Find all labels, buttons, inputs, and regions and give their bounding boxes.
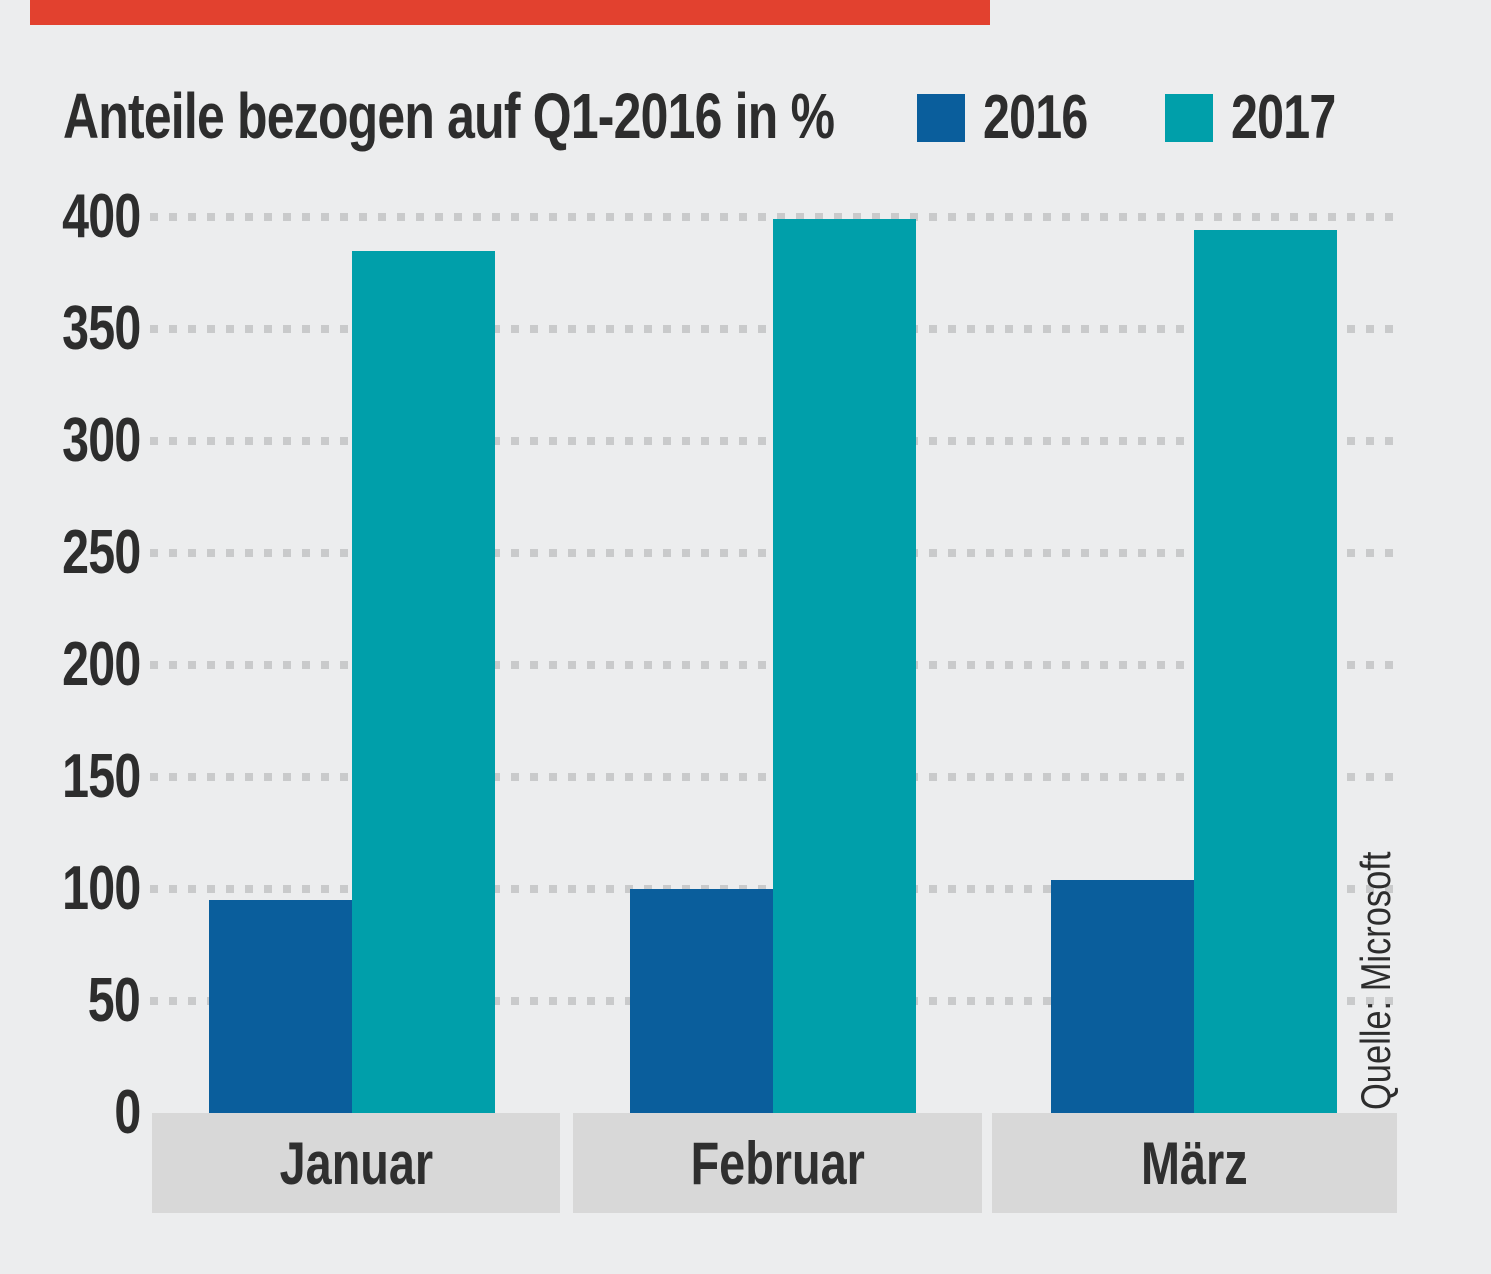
y-tick-label-250: 250 <box>61 518 141 587</box>
bar-2016-januar <box>209 900 352 1113</box>
legend-item-2016: 2016 <box>917 83 1117 152</box>
legend-label-2017: 2017 <box>1231 83 1336 152</box>
legend-label-2016: 2016 <box>983 83 1088 152</box>
gridline-400 <box>150 213 1397 221</box>
y-tick-label-150: 150 <box>61 742 141 811</box>
source-credit: Quelle: Microsoft <box>1352 851 1399 1110</box>
x-label-band-märz: März <box>992 1113 1397 1213</box>
x-label-band-januar: Januar <box>152 1113 560 1213</box>
legend-swatch-2017 <box>1165 94 1213 142</box>
legend-item-2017: 2017 <box>1165 83 1365 152</box>
chart-title-text: Anteile bezogen auf Q1-2016 in % <box>63 80 835 152</box>
y-tick-label-400: 400 <box>61 182 141 251</box>
y-tick-label-50: 50 <box>87 966 141 1035</box>
bar-2017-februar <box>773 219 916 1113</box>
x-label-februar: Februar <box>690 1129 865 1197</box>
x-label-märz: März <box>1141 1129 1248 1197</box>
x-label-band-februar: Februar <box>573 1113 982 1213</box>
bar-2016-märz <box>1051 880 1194 1113</box>
y-tick-label-200: 200 <box>61 630 141 699</box>
y-tick-label-350: 350 <box>61 294 141 363</box>
bar-2016-februar <box>630 889 773 1113</box>
legend-swatch-2016 <box>917 94 965 142</box>
y-tick-label-0: 0 <box>113 1078 141 1147</box>
chart-title: Anteile bezogen auf Q1-2016 in % <box>63 84 1052 148</box>
bar-2017-januar <box>352 251 495 1113</box>
y-tick-label-300: 300 <box>61 406 141 475</box>
y-tick-label-100: 100 <box>61 854 141 923</box>
bar-2017-märz <box>1194 230 1337 1113</box>
accent-bar <box>30 0 990 25</box>
x-label-januar: Januar <box>279 1129 433 1197</box>
